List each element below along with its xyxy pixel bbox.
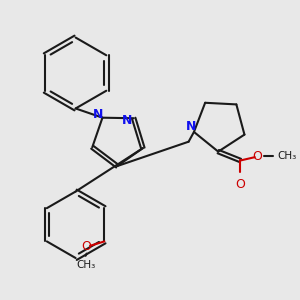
Text: O: O xyxy=(82,240,92,254)
Text: N: N xyxy=(93,108,103,121)
Text: O: O xyxy=(236,178,245,191)
Text: O: O xyxy=(252,150,262,163)
Text: N: N xyxy=(185,120,196,133)
Text: CH₃: CH₃ xyxy=(76,260,95,270)
Text: CH₃: CH₃ xyxy=(277,151,296,161)
Text: N: N xyxy=(122,114,132,127)
